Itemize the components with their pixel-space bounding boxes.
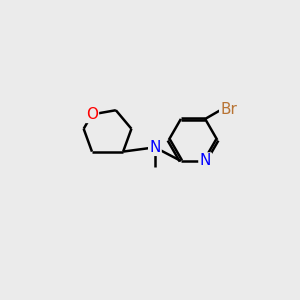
Text: O: O	[86, 107, 98, 122]
Text: N: N	[200, 154, 211, 169]
Text: N: N	[149, 140, 160, 155]
Text: Br: Br	[220, 102, 237, 117]
